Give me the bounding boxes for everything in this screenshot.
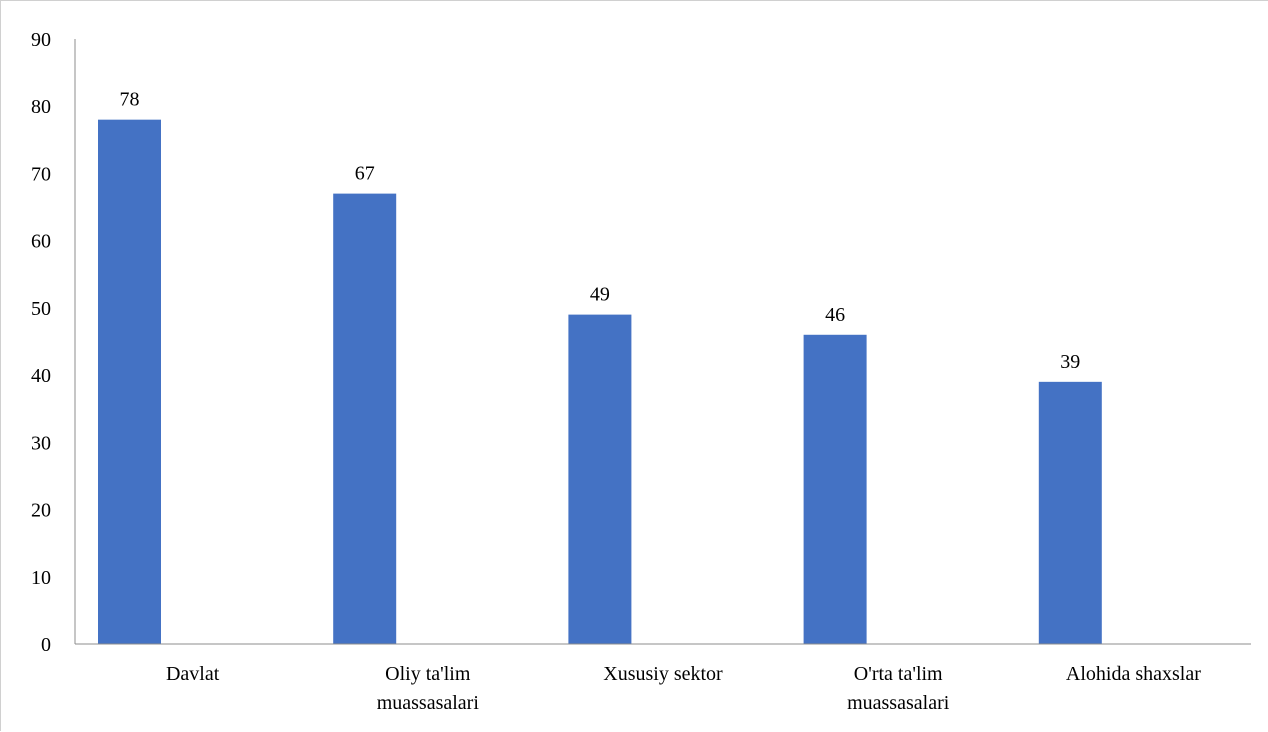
y-tick-label: 20 xyxy=(31,500,51,522)
x-tick-label: Alohida shaxslar xyxy=(1066,663,1201,685)
data-label: 39 xyxy=(1060,351,1080,373)
bar xyxy=(333,193,397,644)
bar xyxy=(568,314,632,644)
data-label: 49 xyxy=(590,284,610,306)
x-tick-label: Xususiy sektor xyxy=(603,663,723,685)
y-tick-label: 60 xyxy=(31,231,51,253)
y-tick-label: 50 xyxy=(31,298,51,320)
data-label: 46 xyxy=(825,304,845,326)
x-tick-label: Oliy ta'lim muassasalari xyxy=(377,663,480,714)
bars xyxy=(98,119,1102,644)
data-labels: 78 67 49 46 39 xyxy=(120,89,1081,373)
bar xyxy=(1038,381,1102,644)
data-label: 67 xyxy=(355,163,375,185)
y-tick-label: 0 xyxy=(41,634,51,656)
x-tick-label: Davlat xyxy=(166,663,220,685)
x-axis: Davlat Oliy ta'lim muassasalari Xususiy sek… xyxy=(75,643,1251,714)
y-tick-label: 70 xyxy=(31,163,51,185)
y-tick-label: 40 xyxy=(31,365,51,387)
y-axis: 0 10 20 30 40 50 60 70 80 90 xyxy=(31,29,76,656)
y-tick-label: 90 xyxy=(31,29,51,51)
y-tick-label: 30 xyxy=(31,432,51,454)
data-label: 78 xyxy=(120,89,140,111)
y-tick-label: 80 xyxy=(31,96,51,118)
bar xyxy=(98,119,161,644)
bar xyxy=(803,334,867,644)
x-tick-label: O'rta ta'lim muassasalari xyxy=(847,663,950,714)
y-tick-label: 10 xyxy=(31,567,51,589)
